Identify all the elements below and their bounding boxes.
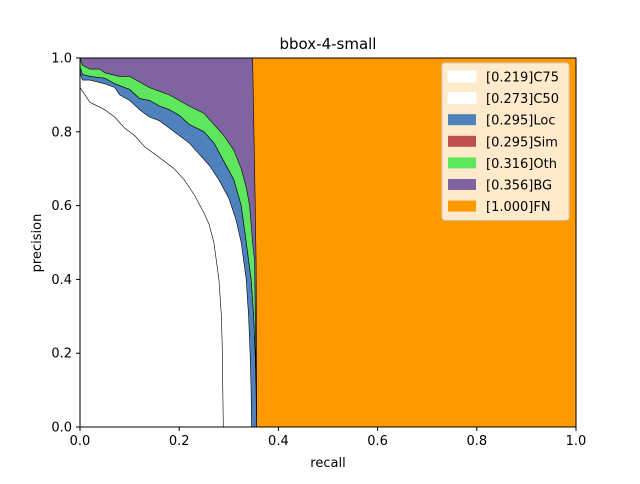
x-tick-label: 0.0 xyxy=(70,434,91,449)
legend-label: [0.356]BG xyxy=(486,179,552,194)
y-tick-label: 0.6 xyxy=(51,199,72,214)
x-axis-label: recall xyxy=(310,456,345,471)
legend-swatch xyxy=(448,114,476,126)
y-tick-label: 0.2 xyxy=(51,347,72,362)
legend-label: [1.000]FN xyxy=(486,200,551,215)
y-tick-label: 0.0 xyxy=(51,421,72,436)
x-tick-label: 0.6 xyxy=(367,434,388,449)
area-0-219-c75 xyxy=(79,87,224,428)
plot-frame xyxy=(79,57,577,428)
x-tick-label: 1.0 xyxy=(566,434,587,449)
legend-label: [0.273]C50 xyxy=(486,92,559,107)
y-tick-label: 1.0 xyxy=(51,52,72,67)
y-tick-label: 0.4 xyxy=(51,273,72,288)
chart-title: bbox-4-small xyxy=(280,35,377,53)
legend-label: [0.295]Loc xyxy=(486,114,555,129)
legend-swatch xyxy=(448,200,476,212)
legend: [0.219]C75 [0.273]C50 [0.295]Loc [0.295]Sim… xyxy=(441,62,570,221)
legend-swatch xyxy=(447,92,477,105)
axes: 0.0 0.2 0.4 0.6 0.8 1.0 0.0 0.2 0.4 0.6 0.8 1.0 xyxy=(51,52,586,450)
legend-swatch xyxy=(448,179,476,190)
legend-swatch xyxy=(448,157,476,169)
x-tick-label: 0.2 xyxy=(169,434,190,449)
y-axis-label: precision xyxy=(30,214,45,273)
legend-label: [0.295]Sim xyxy=(486,135,558,150)
legend-label: [0.316]Oth xyxy=(486,157,557,172)
y-tick-label: 0.8 xyxy=(51,125,72,140)
plot-area xyxy=(79,57,576,428)
x-tick-label: 0.8 xyxy=(466,434,487,449)
legend-swatch xyxy=(447,70,477,83)
x-tick-label: 0.4 xyxy=(268,434,289,449)
legend-swatch xyxy=(448,135,476,147)
legend-label: [0.219]C75 xyxy=(486,71,559,86)
